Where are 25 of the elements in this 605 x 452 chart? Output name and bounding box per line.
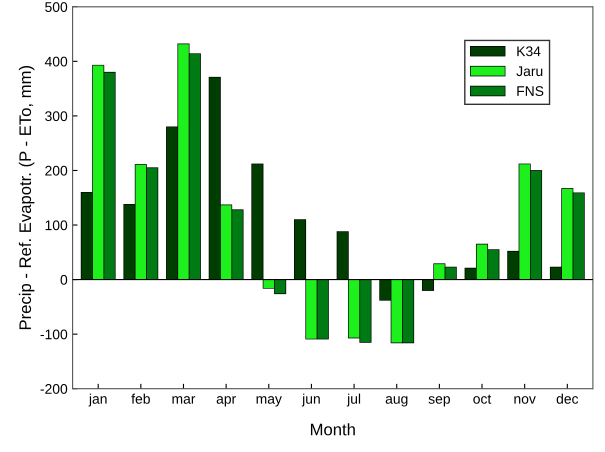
legend-label: Jaru [516, 66, 542, 76]
legend-label: FNS [517, 86, 544, 96]
y-tick-label: 0 [60, 274, 68, 285]
x-tick-label: sep [428, 396, 450, 407]
y-axis-title: Precip - Ref. Evapotr. (P - ETo, mm) [18, 66, 34, 330]
y-tick-label: -100 [40, 329, 68, 340]
x-tick-label: mar [172, 396, 196, 404]
x-tick-label: jul [346, 394, 360, 407]
y-tick-label: 300 [45, 111, 68, 122]
x-tick-label: jan [88, 394, 107, 407]
x-tick-label: apr [216, 396, 236, 407]
legend-label: K34 [517, 46, 541, 56]
x-tick-label: may [256, 396, 282, 407]
y-tick-label: 500 [45, 2, 68, 12]
x-tick-label: jun [302, 394, 320, 407]
x-tick-label: oct [473, 394, 492, 404]
x-tick-label: nov [514, 396, 536, 404]
y-tick-label: 100 [46, 220, 68, 230]
y-tick-label: 400 [44, 56, 68, 67]
y-tick-label: 200 [45, 166, 68, 176]
x-tick-label: feb [131, 394, 150, 404]
x-tick-label: dec [556, 394, 578, 404]
y-tick-label: -200 [40, 384, 68, 394]
x-tick-label: aug [386, 396, 408, 407]
x-axis-title: Month [310, 423, 355, 436]
